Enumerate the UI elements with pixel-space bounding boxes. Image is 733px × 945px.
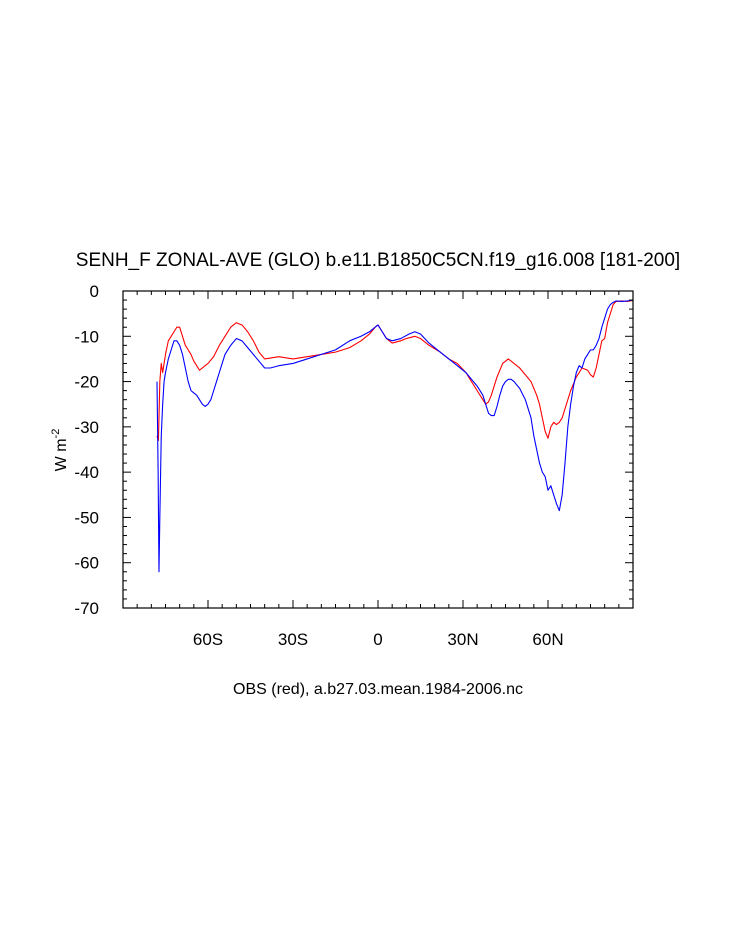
x-tick-label: 30S [278,630,308,649]
plot-frame [122,290,634,609]
y-tick-label: -70 [74,599,99,618]
x-tick-label: 0 [373,630,382,649]
x-tick-label: 60S [193,630,223,649]
y-tick-label: 0 [90,282,99,301]
y-tick-label: -60 [74,554,99,573]
y-axis-label-text: W m [53,438,70,471]
y-axis-label-exponent: -2 [50,429,62,439]
tick-labels: 60S 30S 0 30N 60N 0 -10 -20 -30 -40 -50 -60 -70 [74,282,563,649]
x-tick-label: 30N [447,630,478,649]
series-line-1 [156,299,634,573]
y-tick-label: -50 [74,508,99,527]
x-tick-label: 60N [532,630,563,649]
y-tick-label: -40 [74,463,99,482]
chart-title: SENH_F ZONAL-AVE (GLO) b.e11.B1850C5CN.f… [76,250,680,271]
y-axis-label: W m-2 [50,429,70,472]
axes [122,290,634,609]
series-line-0 [156,299,634,441]
plot-lines [156,299,634,573]
svg-text:W m-2: W m-2 [50,429,70,472]
y-tick-label: -10 [74,327,99,346]
y-tick-label: -20 [74,373,99,392]
y-tick-label: -30 [74,418,99,437]
chart-caption: OBS (red), a.b27.03.mean.1984-2006.nc [233,681,523,698]
